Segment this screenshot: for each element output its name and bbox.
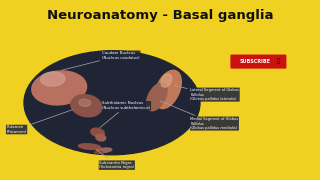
- Text: Substantia Nigra
(Substantia nigra): Substantia Nigra (Substantia nigra): [97, 150, 134, 169]
- Ellipse shape: [161, 74, 172, 87]
- Text: 🔔: 🔔: [277, 59, 280, 64]
- Ellipse shape: [71, 95, 102, 117]
- Ellipse shape: [96, 134, 106, 141]
- Ellipse shape: [24, 51, 200, 155]
- Text: Subthalamic Nucleus
(Nucleus subthalamicus): Subthalamic Nucleus (Nucleus subthalamic…: [100, 102, 151, 128]
- FancyBboxPatch shape: [230, 55, 286, 69]
- Text: Putamen
(Putamen): Putamen (Putamen): [6, 110, 73, 134]
- Text: SUBSCRIBE: SUBSCRIBE: [240, 59, 271, 64]
- Ellipse shape: [96, 148, 112, 153]
- Ellipse shape: [32, 71, 87, 105]
- Ellipse shape: [41, 72, 65, 86]
- Text: Medial Segment of Globus
Pallidus
(Globus pallidus medialis): Medial Segment of Globus Pallidus (Globu…: [160, 101, 238, 130]
- Ellipse shape: [95, 151, 102, 154]
- Ellipse shape: [147, 83, 167, 111]
- Ellipse shape: [155, 70, 181, 109]
- Ellipse shape: [91, 128, 104, 137]
- Ellipse shape: [79, 144, 100, 149]
- Ellipse shape: [79, 99, 91, 107]
- Text: Lateral Segment of Globus
Pallidus
(Globus pallidus lateralis): Lateral Segment of Globus Pallidus (Glob…: [174, 86, 239, 101]
- Text: Caudate Nucleus
(Nucleus caudatus): Caudate Nucleus (Nucleus caudatus): [62, 51, 140, 70]
- Text: Neuroanatomy - Basal ganglia: Neuroanatomy - Basal ganglia: [47, 9, 273, 22]
